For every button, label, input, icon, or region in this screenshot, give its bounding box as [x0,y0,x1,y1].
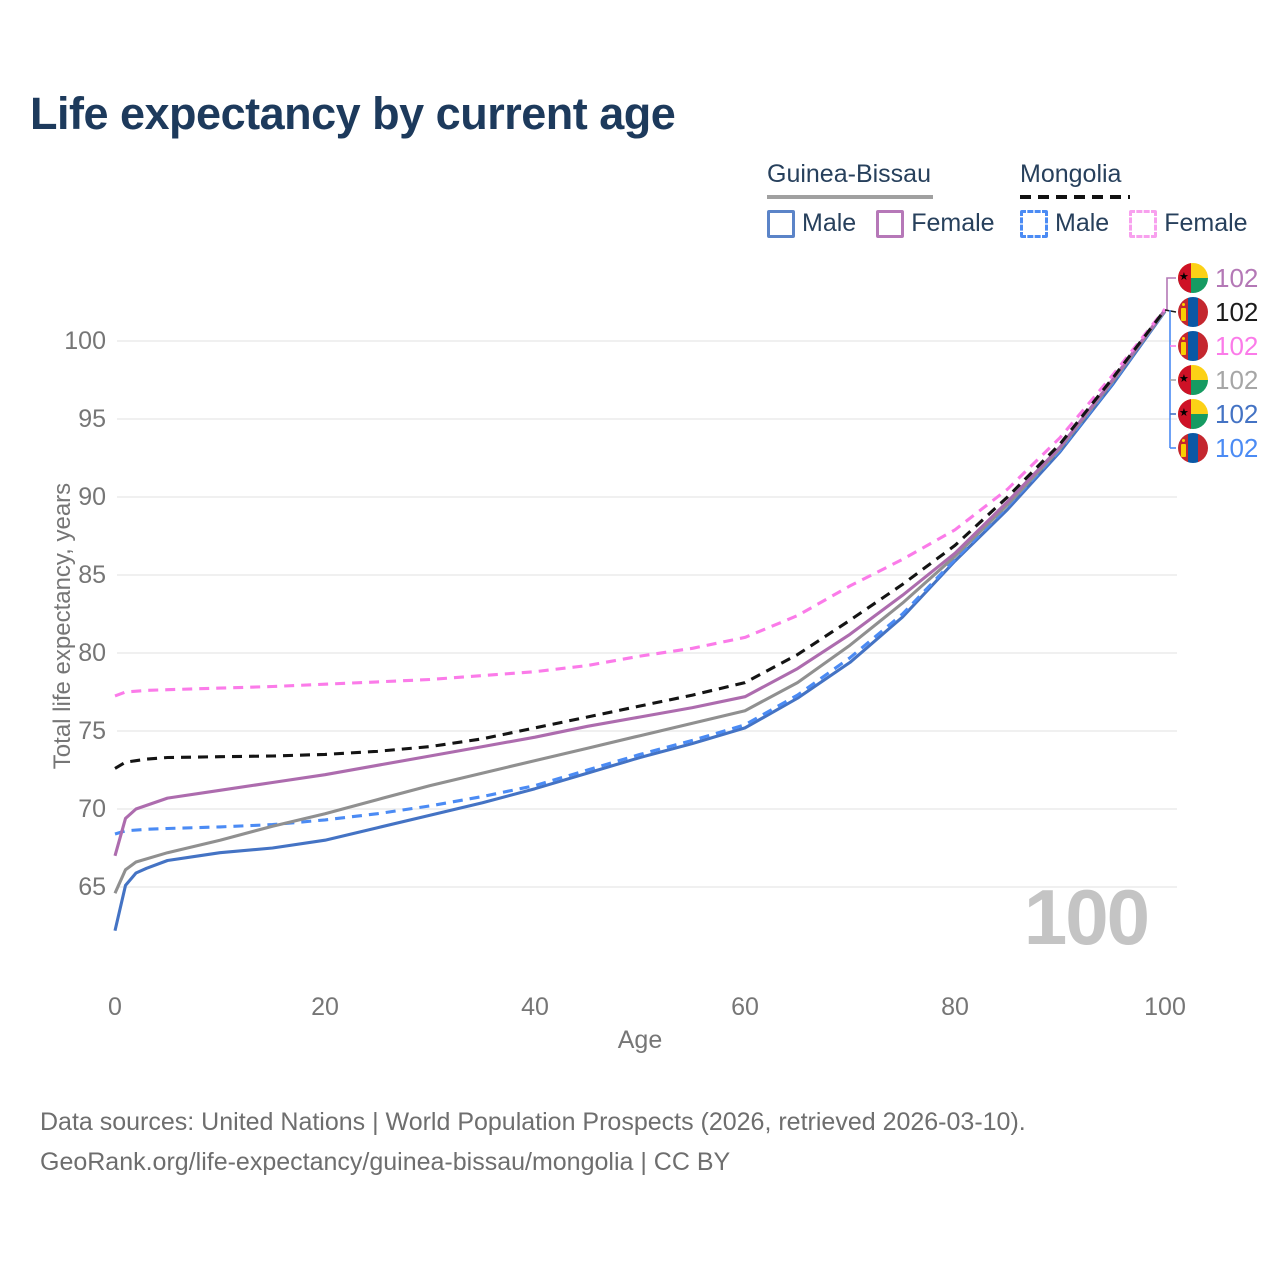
guinea-bissau-flag-icon [1178,263,1208,293]
x-tick-label: 80 [941,993,969,1021]
endpoint-row: 102 [1178,365,1258,395]
x-tick-label: 20 [311,993,339,1021]
legend-toggle-guinea-bissau-male[interactable]: Male [767,209,856,238]
endpoint-row: 102 [1178,399,1258,429]
x-tick-label: 60 [731,993,759,1021]
endpoint-row: 102 [1178,433,1258,463]
series-line-guinea-bissau-male [113,310,1167,932]
footer-attribution: GeoRank.org/life-expectancy/guinea-bissa… [40,1148,731,1176]
mongolia-flag-icon [1178,433,1208,463]
endpoint-row: 102 [1178,297,1258,327]
series-line-mongolia-both [114,308,1167,770]
endpoint-value-label: 102 [1215,398,1259,429]
legend-item-label: Female [911,209,995,237]
legend-toggle-mongolia-male[interactable]: Male [1020,209,1109,238]
legend-toggle-mongolia-female[interactable]: Female [1129,209,1248,238]
legend-item-label: Male [1055,209,1110,237]
endpoint-value-label: 102 [1215,330,1259,361]
mongolia-flag-icon [1178,331,1208,361]
series-line-guinea-bissau-female [113,308,1167,857]
leader-line [1165,277,1176,311]
series-line-mongolia-male [114,309,1167,836]
x-tick-label: 100 [1144,993,1186,1021]
legend-item-label: Male [802,209,857,237]
guinea-bissau-flag-icon [1178,399,1208,429]
y-tick-label: 75 [78,717,106,745]
y-tick-label: 90 [78,483,106,511]
age-counter-watermark: 100 [1023,873,1150,961]
guinea-bissau-line-style-sample [767,195,933,199]
series-line-guinea-bissau-both [113,309,1167,894]
mongolia-male-swatch-icon [1020,209,1048,238]
endpoint-value-label: 102 [1215,296,1259,327]
endpoint-value-label: 102 [1215,262,1259,293]
y-tick-label: 80 [78,639,106,667]
footer-data-sources: Data sources: United Nations | World Pop… [40,1108,1026,1136]
guinea-bissau-female-swatch-icon [876,209,905,238]
legend-group-guinea-bissau: Guinea-Bissau Male Female [767,160,995,238]
x-axis-title: Age [617,1026,663,1054]
y-tick-label: 85 [78,561,106,589]
legend-toggle-guinea-bissau-female[interactable]: Female [876,209,995,238]
legend-country-label-guinea-bissau: Guinea-Bissau [767,160,931,188]
mongolia-flag-icon [1178,297,1208,327]
x-tick-label: 40 [521,993,549,1021]
y-tick-label: 100 [64,327,106,355]
legend-item-label: Female [1164,209,1248,237]
x-tick-label: 0 [108,993,122,1021]
y-tick-label: 70 [78,795,106,823]
endpoint-row: 102 [1178,331,1258,361]
y-tick-label: 95 [78,405,106,433]
mongolia-female-swatch-icon [1129,209,1158,238]
series-line-mongolia-female [114,308,1167,698]
legend-country-label-mongolia: Mongolia [1020,160,1122,188]
y-tick-label: 65 [78,873,106,901]
page-title: Life expectancy by current age [30,88,676,139]
mongolia-line-style-sample [1020,195,1130,199]
endpoint-value-label: 102 [1215,432,1259,463]
legend-group-mongolia: Mongolia Male Female [1020,160,1248,238]
endpoint-row: 102 [1178,263,1258,293]
guinea-bissau-flag-icon [1178,365,1208,395]
endpoint-value-label: 102 [1215,364,1259,395]
guinea-bissau-male-swatch-icon [767,209,795,238]
